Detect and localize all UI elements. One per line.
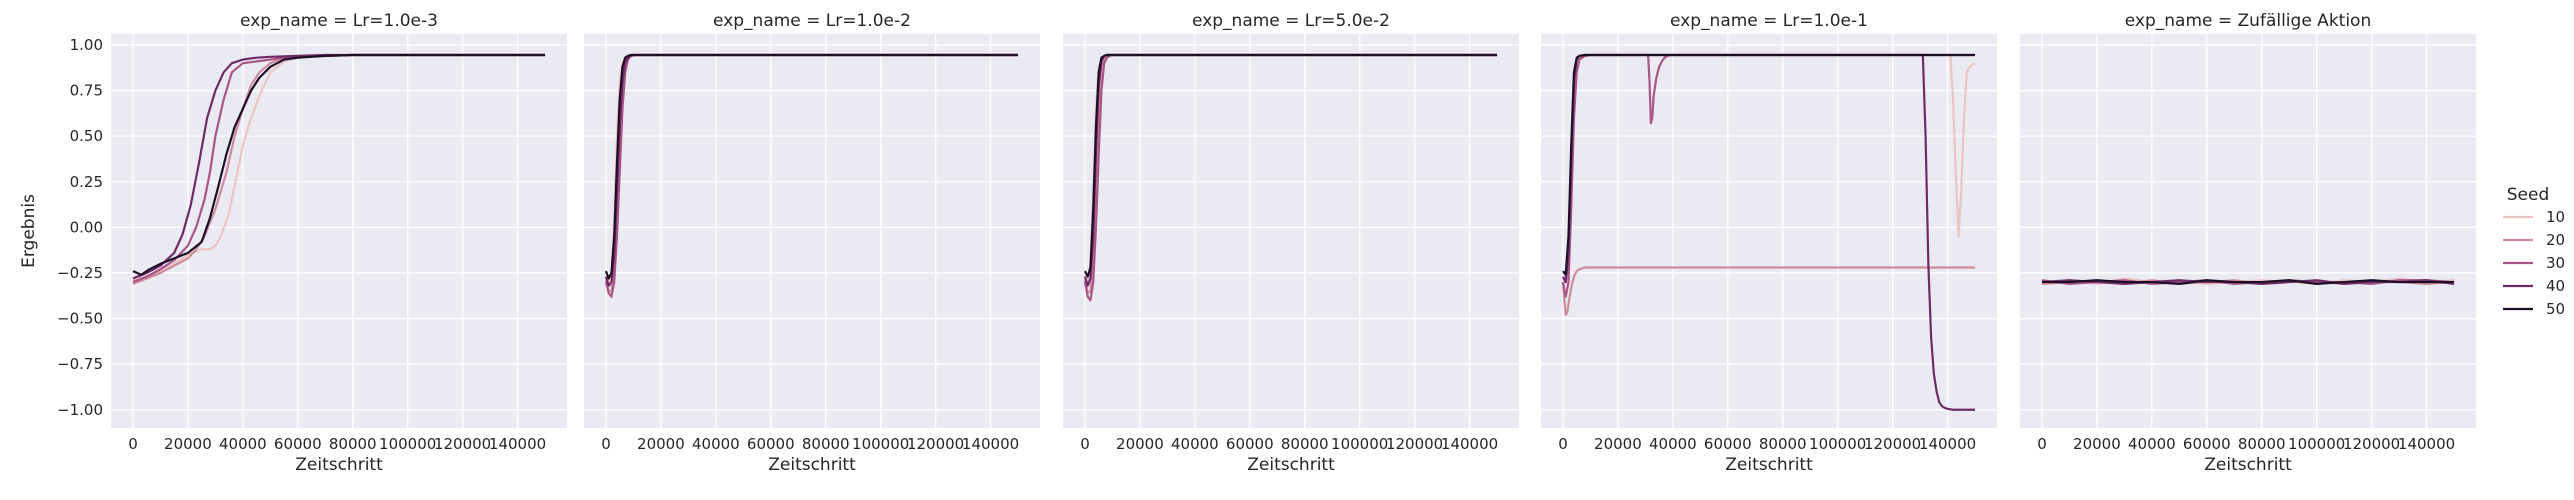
facet-title: exp_name = Lr=5.0e-2 xyxy=(1192,11,1390,31)
x-tick-label: 100000 xyxy=(1809,435,1866,453)
x-tick-label: 20000 xyxy=(637,435,685,453)
x-tick-label: 0 xyxy=(2037,435,2047,453)
x-tick-label: 60000 xyxy=(747,435,795,453)
x-tick-label: 100000 xyxy=(2288,435,2345,453)
x-axis-label: Zeitschritt xyxy=(1247,455,1335,475)
x-tick-label: 40000 xyxy=(1649,435,1697,453)
facet-panel: exp_name = Zufällige Aktion 0 20000 40000 60… xyxy=(2020,11,2476,475)
x-tick-label: 0 xyxy=(1558,435,1568,453)
plot-area xyxy=(1541,34,1997,428)
plot-area xyxy=(584,34,1040,428)
legend-label: 30 xyxy=(2546,254,2565,272)
x-tick-label: 80000 xyxy=(802,435,850,453)
x-axis-label: Zeitschritt xyxy=(295,455,383,475)
x-tick-label: 80000 xyxy=(1281,435,1329,453)
x-tick-label: 60000 xyxy=(1226,435,1274,453)
x-tick-label: 140000 xyxy=(962,435,1019,453)
x-tick-label: 0 xyxy=(128,435,138,453)
plot-area xyxy=(2020,34,2476,428)
facet-panel: exp_name = Lr=1.0e-3 1.00 0.75 0.50 0.25 0.00… xyxy=(19,11,567,475)
x-tick-label: 0 xyxy=(601,435,611,453)
x-tick-label: 120000 xyxy=(2343,435,2400,453)
x-axis-label: Zeitschritt xyxy=(768,455,856,475)
x-tick-label: 140000 xyxy=(489,435,546,453)
series-line-seed-50 xyxy=(1562,53,1976,276)
series-line-seed-50 xyxy=(132,53,546,276)
y-tick-label: −0.25 xyxy=(57,264,103,282)
y-tick-label: 0.75 xyxy=(70,82,103,100)
x-tick-label: 120000 xyxy=(1864,435,1921,453)
x-tick-label: 140000 xyxy=(1441,435,1498,453)
x-tick-label: 40000 xyxy=(219,435,267,453)
plot-area xyxy=(1063,34,1519,428)
x-tick-label: 40000 xyxy=(692,435,740,453)
facet-panel: exp_name = Lr=1.0e-1 0 20000 40000 60000 8000… xyxy=(1541,11,1997,475)
x-tick-label: 20000 xyxy=(2073,435,2121,453)
series-line-seed-20 xyxy=(1561,266,1976,317)
y-tick-label: 0.25 xyxy=(70,173,103,191)
legend-label: 40 xyxy=(2546,277,2565,295)
y-tick-label: 0.50 xyxy=(70,127,103,145)
x-tick-label: 80000 xyxy=(329,435,377,453)
y-axis-label: Ergebnis xyxy=(19,194,39,268)
x-tick-label: 100000 xyxy=(852,435,909,453)
x-tick-label: 60000 xyxy=(2183,435,2231,453)
x-tick-label: 20000 xyxy=(1594,435,1642,453)
x-tick-label: 80000 xyxy=(2238,435,2286,453)
legend-label: 20 xyxy=(2546,231,2565,249)
y-tick-label: 1.00 xyxy=(70,36,103,54)
x-tick-label: 120000 xyxy=(434,435,491,453)
x-tick-label: 140000 xyxy=(2398,435,2455,453)
y-tick-label: −0.75 xyxy=(57,355,103,373)
facet-title: exp_name = Lr=1.0e-3 xyxy=(240,11,438,31)
x-tick-label: 0 xyxy=(1080,435,1090,453)
legend-title: Seed xyxy=(2507,185,2550,205)
x-tick-label: 140000 xyxy=(1919,435,1976,453)
facet-title: exp_name = Lr=1.0e-2 xyxy=(713,11,911,31)
legend-label: 50 xyxy=(2546,300,2565,318)
series-line-seed-50 xyxy=(604,53,1019,280)
x-axis-label: Zeitschritt xyxy=(1725,455,1813,475)
series-line-seed-50 xyxy=(2041,279,2455,285)
x-tick-label: 120000 xyxy=(907,435,964,453)
facet-title: exp_name = Lr=1.0e-1 xyxy=(1670,11,1868,31)
x-tick-label: 40000 xyxy=(2128,435,2176,453)
series-line-seed-50 xyxy=(1083,53,1498,278)
x-tick-label: 80000 xyxy=(1759,435,1807,453)
x-tick-label: 40000 xyxy=(1171,435,1219,453)
x-tick-label: 60000 xyxy=(274,435,322,453)
x-tick-label: 20000 xyxy=(1116,435,1164,453)
y-tick-label: −0.50 xyxy=(57,310,103,328)
plot-area xyxy=(111,34,567,428)
x-tick-label: 20000 xyxy=(164,435,212,453)
x-tick-label: 100000 xyxy=(379,435,436,453)
facet-title: exp_name = Zufällige Aktion xyxy=(2125,11,2371,31)
legend: Seed 10 20 30 40 50 xyxy=(2503,185,2565,318)
legend-label: 10 xyxy=(2546,208,2565,226)
x-tick-label: 100000 xyxy=(1331,435,1388,453)
facet-panel: exp_name = Lr=1.0e-2 0 20000 40000 60000 8000… xyxy=(584,11,1040,475)
y-tick-label: −1.00 xyxy=(57,401,103,419)
y-tick-label: 0.00 xyxy=(70,218,103,236)
x-tick-label: 60000 xyxy=(1704,435,1752,453)
x-axis-label: Zeitschritt xyxy=(2204,455,2292,475)
x-tick-label: 120000 xyxy=(1386,435,1443,453)
facet-panel: exp_name = Lr=5.0e-2 0 20000 40000 60000 8000… xyxy=(1063,11,1519,475)
